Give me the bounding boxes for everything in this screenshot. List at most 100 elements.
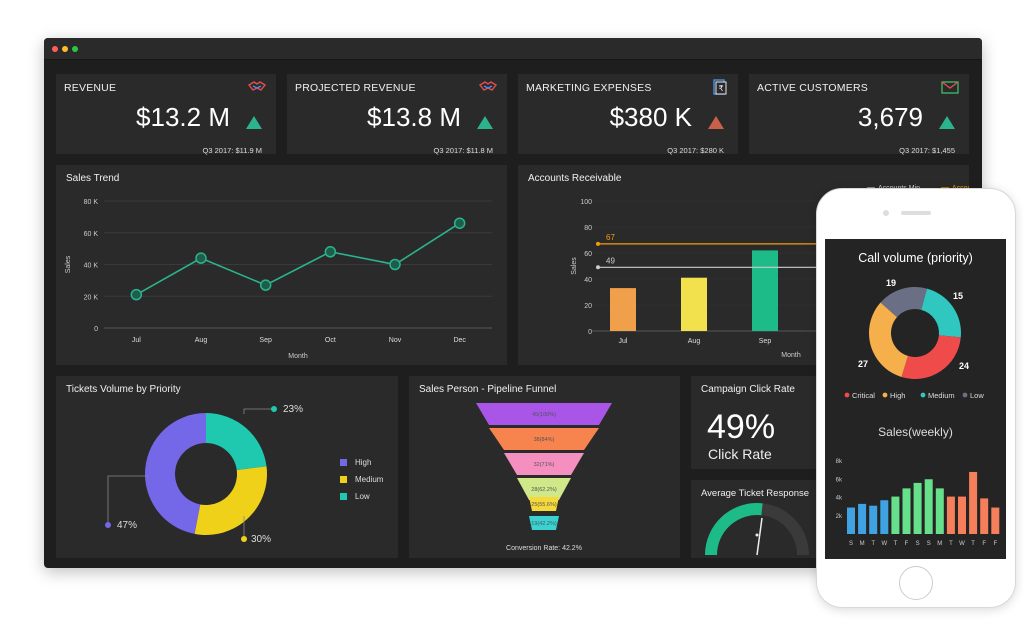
funnel-stage-label: 19(42.2%) xyxy=(531,521,557,527)
svg-text:₹: ₹ xyxy=(718,84,723,93)
trend-up-icon xyxy=(477,116,493,129)
maximize-dot[interactable] xyxy=(72,46,78,52)
kpi-title: MARKETING EXPENSES xyxy=(526,82,652,94)
threshold-marker xyxy=(596,265,600,270)
kpi-value: 3,679 xyxy=(857,102,923,132)
kpi-title: ACTIVE CUSTOMERS xyxy=(757,82,868,94)
funnel-stage-label: 45(100%) xyxy=(532,412,556,418)
click-rate-label: Click Rate xyxy=(708,446,772,462)
bar xyxy=(902,488,911,534)
y-axis-label: Sales xyxy=(65,255,72,273)
legend-item-medium[interactable]: Medium xyxy=(340,475,383,484)
value-label-high: 27 xyxy=(858,359,868,369)
y-tick-label: 0 xyxy=(588,329,592,336)
donut-slice xyxy=(869,302,908,377)
pipeline-funnel-panel: Sales Person - Pipeline Funnel 45(100%) 3… xyxy=(409,376,680,558)
call-volume-donut: 15 24 27 19 Critical High Medium Low xyxy=(844,278,984,400)
x-tick-label: F xyxy=(982,541,986,547)
bar xyxy=(752,250,778,331)
kpi-previous: Q3 2017: $11.9 M xyxy=(202,146,262,155)
close-dot[interactable] xyxy=(52,46,58,52)
gauge-needle xyxy=(756,517,763,556)
value-label-critical: 24 xyxy=(959,361,969,371)
value-label-low: 19 xyxy=(886,278,896,288)
x-tick-label: Dec xyxy=(453,337,466,344)
funnel-stage-label: 25(55.6%) xyxy=(531,502,557,508)
kpi-card-marketing-expenses[interactable]: MARKETING EXPENSES ₹ $380 K Q3 2017: $28… xyxy=(518,74,738,155)
x-tick-label: T xyxy=(949,541,953,547)
bar xyxy=(924,479,933,534)
legend-dot xyxy=(920,392,926,398)
tickets-donut-chart: 23% 30% 47% xyxy=(105,404,303,545)
data-point xyxy=(130,288,143,301)
funnel-stage-label: 32(71%) xyxy=(534,462,555,468)
click-rate-value: 49% xyxy=(707,408,776,446)
x-tick-label: W xyxy=(881,541,887,547)
kpi-value: $380 K xyxy=(609,102,692,132)
ticket-response-panel: Average Ticket Response xyxy=(691,480,831,558)
funnel-stage xyxy=(476,403,612,425)
kpi-title: REVENUE xyxy=(64,82,117,94)
pipeline-funnel-chart: 45(100%) 38(84%) 32(71%) 28(62.2%) 25(55.6%)… xyxy=(476,403,612,552)
x-tick-label: T xyxy=(894,541,898,547)
donut-slice xyxy=(194,466,267,535)
funnel-stage xyxy=(489,428,599,450)
y-tick-label: 20 xyxy=(584,303,592,310)
y-tick-label: 20 K xyxy=(84,294,99,301)
sales-trend-panel: Sales Trend 0 20 K 40 K 60 K 80 K Jul Aug Sep Oc… xyxy=(56,165,507,365)
legend-dot xyxy=(844,392,850,398)
home-button[interactable] xyxy=(899,566,933,600)
y-tick-label: 60 K xyxy=(84,231,99,238)
data-point xyxy=(195,252,207,264)
x-tick-label: S xyxy=(927,541,931,547)
data-point xyxy=(259,279,272,291)
donut-slice xyxy=(144,413,206,534)
y-tick-label: 80 xyxy=(584,225,592,232)
tickets-legend: High Medium Low xyxy=(340,458,383,509)
phone-screen: Call volume (priority) 15 24 27 19 Critical H… xyxy=(825,239,1006,559)
minimize-dot[interactable] xyxy=(62,46,68,52)
data-point xyxy=(389,258,401,271)
kpi-card-active-customers[interactable]: ACTIVE CUSTOMERS 3,679 Q3 2017: $1,455 xyxy=(749,74,969,155)
funnel-stage-label: 38(84%) xyxy=(534,437,555,443)
sales-trend-chart: 0 20 K 40 K 60 K 80 K Jul Aug Sep Oct Nov Dec Month… xyxy=(65,199,492,360)
y-tick-label: 40 K xyxy=(84,263,99,270)
callout-line xyxy=(107,475,149,525)
x-tick-label: Jul xyxy=(619,338,628,345)
value-label-medium: 30% xyxy=(251,534,271,545)
bar xyxy=(681,277,707,331)
ticket-response-gauge xyxy=(705,503,809,556)
legend-label: High xyxy=(890,391,905,400)
trend-up-bad-icon xyxy=(708,116,724,129)
data-point xyxy=(453,217,466,229)
trend-up-icon xyxy=(939,116,955,129)
kpi-previous: Q3 2017: $280 K xyxy=(667,146,724,155)
bar xyxy=(869,505,878,534)
x-axis-label: Month xyxy=(288,353,308,360)
phone-camera xyxy=(883,210,889,216)
data-point xyxy=(324,246,337,258)
donut-slice xyxy=(880,287,927,318)
y-tick-label: 60 xyxy=(584,251,592,258)
kpi-value: $13.8 M xyxy=(367,102,461,132)
window-titlebar xyxy=(44,38,982,60)
legend-item-low[interactable]: Low xyxy=(340,492,383,501)
funnel-stage xyxy=(529,497,559,511)
y-tick-label: 4k xyxy=(836,496,843,502)
trend-up-icon xyxy=(246,116,262,129)
callout-dot xyxy=(241,536,247,542)
tickets-volume-panel: Tickets Volume by Priority 23% 30% 47% Hig… xyxy=(56,376,398,558)
bar xyxy=(847,507,855,534)
threshold-label: 67 xyxy=(606,233,615,242)
legend-item-high[interactable]: High xyxy=(340,458,383,467)
callout-line xyxy=(243,408,274,414)
bar xyxy=(969,471,978,534)
kpi-card-revenue[interactable]: REVENUE $13.2 M Q3 2017: $11.9 M xyxy=(56,74,276,155)
rupee-document-icon: ₹ xyxy=(713,79,727,95)
donut-slice xyxy=(921,288,961,338)
x-tick-label: Oct xyxy=(325,337,336,344)
panel-title: Average Ticket Response xyxy=(701,488,810,499)
bar xyxy=(935,488,944,534)
kpi-card-projected-revenue[interactable]: PROJECTED REVENUE $13.8 M Q3 2017: $11.8… xyxy=(287,74,507,155)
x-tick-label: Aug xyxy=(195,337,208,344)
